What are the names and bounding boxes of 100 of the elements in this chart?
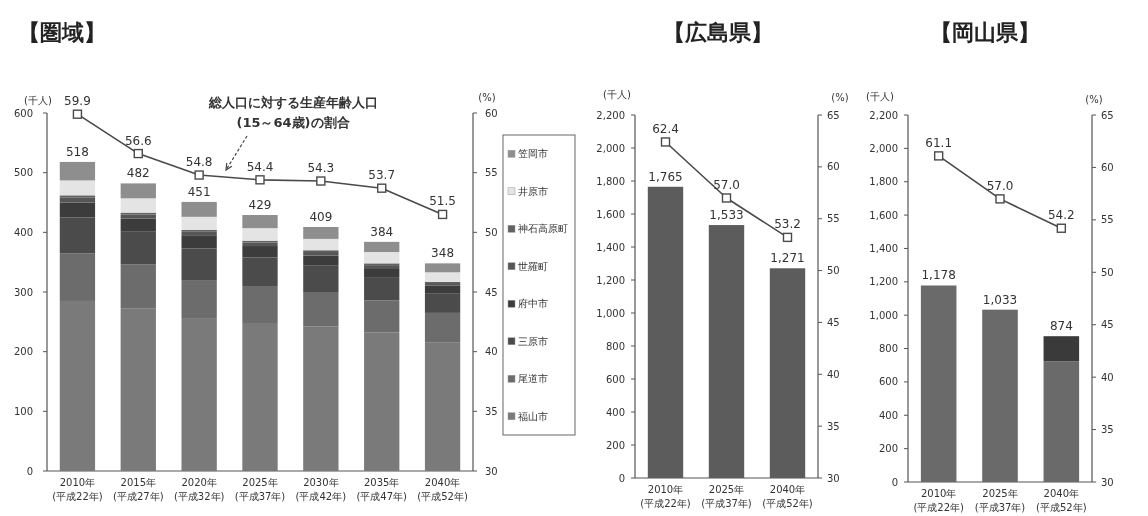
y-tick-label: 1,000 [869, 309, 898, 321]
y-tick-label: 0 [891, 476, 898, 488]
y-tick-label: 0 [618, 472, 625, 484]
y2-tick-label: 60 [485, 107, 498, 119]
y2-axis-title: (%) [831, 92, 849, 103]
y-axis-title: (千人) [866, 91, 894, 102]
x-tick-label: 2010年 (平成22年) [640, 484, 691, 509]
y-tick-label: 100 [13, 405, 33, 417]
total-label: 348 [431, 246, 455, 261]
y-tick-label: 800 [878, 343, 898, 355]
point [133, 148, 143, 159]
y2-tick-label: 50 [1101, 266, 1114, 278]
total-label: 384 [370, 224, 394, 239]
bar [303, 292, 339, 327]
bar [364, 268, 400, 278]
x-tick-label: 2020年 (平成32年) [173, 477, 225, 502]
point [995, 194, 1005, 204]
y-tick-label: 600 [13, 107, 33, 119]
y2-tick-label: 45 [1101, 319, 1114, 331]
bar [303, 326, 339, 471]
bar [59, 161, 96, 181]
point [933, 151, 944, 161]
y2-tick-label: 55 [485, 167, 498, 179]
y-tick-label: 1,400 [869, 242, 898, 254]
data-label: 51.5 [429, 194, 456, 209]
data-label: 54.2 [1047, 208, 1075, 223]
legend-label: 福山市 [518, 410, 548, 422]
bar [303, 255, 339, 266]
data-label: 57.0 [713, 177, 740, 192]
bar [303, 265, 339, 292]
bar [242, 257, 278, 287]
data-label: 1,271 [770, 251, 805, 266]
data-label: 62.4 [652, 121, 679, 136]
bar [120, 214, 156, 219]
bar [59, 180, 96, 196]
y2-tick-label: 50 [485, 226, 498, 238]
bar [120, 198, 156, 213]
bar [303, 226, 339, 239]
y-tick-label: 200 [878, 443, 898, 455]
y2-tick-label: 60 [1101, 161, 1114, 173]
bar [424, 272, 461, 282]
annotation: 総人口に対する生産年齢人口 (15～64歳)の割合 [207, 95, 378, 130]
y2-tick-label: 65 [1101, 109, 1114, 121]
y2-tick-label: 65 [827, 109, 840, 121]
total-label: 482 [126, 166, 150, 181]
y-axis-title: (千人) [24, 95, 52, 106]
x-tick-label: 2015年 (平成27年) [113, 477, 164, 502]
y-tick-label: 200 [605, 439, 625, 451]
y-tick-label: 1,200 [596, 274, 625, 286]
total-label: 1,178 [921, 268, 956, 283]
y-tick-label: 400 [605, 406, 625, 418]
bar [982, 309, 1018, 482]
y-tick-label: 600 [878, 376, 898, 388]
y-tick-label: 1,600 [869, 209, 898, 221]
bar [303, 252, 339, 256]
bar [181, 201, 217, 217]
bar [242, 246, 278, 258]
bar [1043, 361, 1080, 482]
chart-title: 【広島県】 [663, 20, 773, 45]
point [255, 175, 265, 185]
bar [120, 264, 156, 309]
bar [181, 235, 217, 249]
x-tick-label: 2030年 (平成42年) [295, 477, 347, 502]
y2-tick-label: 40 [485, 346, 498, 358]
x-tick-label: 2010年 (平成22年) [913, 488, 965, 513]
x-tick-label: 2010年 (平成22年) [52, 477, 103, 502]
total-label: 429 [248, 198, 272, 213]
bar [120, 183, 156, 199]
x-tick-label: 2025年 (平成37年) [974, 488, 1026, 513]
x-tick-label: 2040年 (平成52年) [417, 477, 468, 502]
y2-tick-label: 40 [827, 368, 840, 380]
y2-axis-title: (%) [478, 92, 496, 103]
point [194, 170, 204, 180]
bar [364, 252, 400, 264]
data-label: 54.4 [246, 159, 274, 174]
data-label: 54.3 [307, 161, 335, 176]
y2-tick-label: 40 [1101, 371, 1114, 383]
bar [181, 318, 217, 471]
bar [242, 323, 278, 471]
bar [242, 228, 278, 241]
bar [120, 218, 156, 232]
data-label: 1,533 [709, 208, 744, 223]
x-tick-label: 2040年 (平成52年) [1036, 488, 1087, 513]
y2-tick-label: 45 [827, 316, 840, 328]
data-label: 54.8 [185, 155, 213, 170]
x-tick-label: 2025年 (平成37年) [234, 477, 286, 502]
y-tick-label: 2,000 [596, 142, 625, 154]
y-tick-label: 2,200 [869, 109, 898, 121]
legend-label: 尾道市 [518, 373, 548, 385]
bar [242, 242, 278, 247]
bar [303, 238, 339, 251]
bar [364, 241, 400, 253]
total-label: 518 [65, 144, 89, 159]
point [377, 183, 387, 193]
legend-label: 笠岡市 [518, 148, 548, 160]
point [437, 209, 448, 220]
bar [120, 231, 156, 265]
legend-label: 世羅町 [518, 260, 548, 272]
y-tick-label: 1,200 [869, 276, 898, 288]
data-label: 1,765 [648, 169, 683, 184]
